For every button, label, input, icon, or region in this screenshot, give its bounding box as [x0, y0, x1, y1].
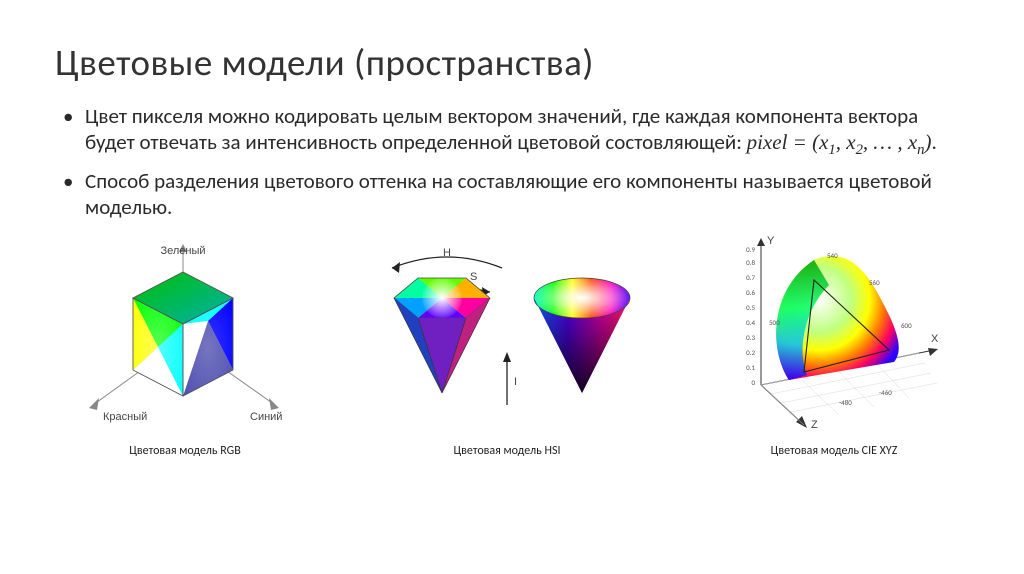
- svg-text:0.9: 0.9: [746, 245, 755, 254]
- cie-y-label: Y: [767, 235, 775, 247]
- svg-text:-460: -460: [879, 388, 892, 397]
- cie-y-ticks: 0 0.1 0.2 0.3 0.4 0.5 0.6 0.7 0.8 0.9: [746, 245, 755, 387]
- page-title: Цветовые модели (пространства): [55, 40, 969, 85]
- figure-hsi: H S I: [352, 240, 662, 458]
- axis-label-top: Зеленый: [160, 245, 205, 257]
- cie-z-label: Z: [811, 419, 818, 430]
- svg-text:0.8: 0.8: [746, 258, 755, 267]
- svg-text:0.3: 0.3: [746, 333, 755, 342]
- bullet-item: Цвет пикселя можно кодировать целым вект…: [73, 103, 969, 160]
- rgb-cube-svg: Зеленый Красный Синий: [75, 240, 295, 430]
- hsi-h-label: H: [443, 247, 451, 259]
- figure-caption: Цветовая модель HSI: [453, 444, 560, 458]
- svg-text:0.7: 0.7: [746, 273, 755, 282]
- figure-rgb: Зеленый Красный Синий: [75, 240, 295, 458]
- svg-text:560: 560: [869, 278, 880, 287]
- hsi-s-label: S: [470, 271, 477, 283]
- svg-text:-480: -480: [839, 398, 852, 407]
- cie-xyz-svg: Y X Z 0 0.1 0.2 0.3 0.4 0.5 0.6 0.7 0.8 …: [719, 230, 949, 430]
- svg-text:0.4: 0.4: [746, 318, 755, 327]
- svg-text:0.2: 0.2: [746, 348, 755, 357]
- svg-text:500: 500: [769, 318, 780, 327]
- figure-caption: Цветовая модель CIE XYZ: [771, 444, 898, 458]
- axis-label-left: Красный: [103, 411, 147, 423]
- cie-x-label: X: [931, 333, 939, 345]
- figure-caption: Цветовая модель RGB: [129, 444, 241, 458]
- bullet-item: Способ разделения цветового оттенка на с…: [73, 168, 969, 221]
- svg-text:0.6: 0.6: [746, 288, 755, 297]
- svg-text:0.1: 0.1: [746, 363, 755, 372]
- bullet-formula: pixel = (x1, x2, … , xn).: [747, 129, 937, 155]
- svg-text:540: 540: [827, 251, 838, 260]
- svg-text:600: 600: [901, 321, 912, 330]
- hsi-i-label: I: [514, 376, 517, 388]
- axis-label-right: Синий: [250, 411, 282, 423]
- hsi-cones-svg: H S I: [352, 240, 662, 430]
- svg-text:0: 0: [751, 378, 755, 387]
- figure-row: Зеленый Красный Синий: [55, 230, 969, 458]
- bullet-text: Способ разделения цветового оттенка на с…: [85, 168, 932, 220]
- svg-text:0.5: 0.5: [746, 303, 755, 312]
- figure-cie: Y X Z 0 0.1 0.2 0.3 0.4 0.5 0.6 0.7 0.8 …: [719, 230, 949, 458]
- bullet-list: Цвет пикселя можно кодировать целым вект…: [55, 103, 969, 220]
